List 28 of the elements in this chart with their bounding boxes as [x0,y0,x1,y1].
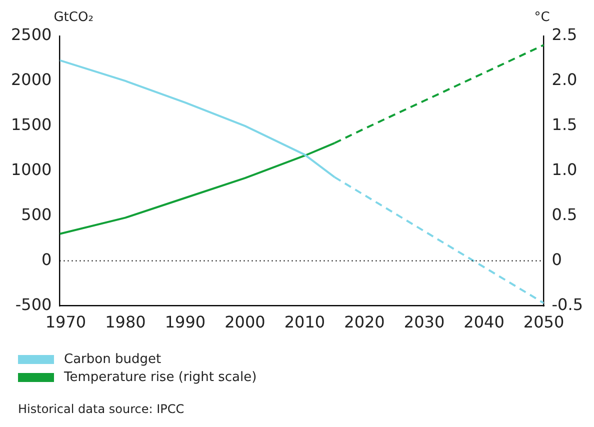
y-tick-label: 2000 [11,70,52,90]
y-tick-label: 1000 [11,160,52,180]
x-tick-label: 2000 [224,312,266,332]
x-tick-label: 2050 [523,312,564,332]
x-tick-label: 2010 [284,312,326,332]
y2-tick-label: 0.5 [552,205,578,224]
y2-tick-label: 2.5 [552,25,578,44]
text: Historical data source: IPCC [18,402,184,416]
y2-axis-title: °C [534,10,550,25]
y-tick-label: 0 [42,250,52,269]
x-tick-label: 2020 [344,312,385,332]
x-tick-label: 2030 [404,312,445,332]
x-tick-label: 1970 [45,312,86,332]
x-tick-label: 1990 [164,312,206,332]
x-tick-label: 1980 [105,312,146,332]
y2-tick-label: -0.5 [552,294,583,314]
y-tick-label: -500 [15,294,52,314]
y-tick-label: 1500 [11,115,52,134]
y2-tick-label: 2.0 [552,70,578,90]
x-tick-label: 2040 [464,312,504,332]
y-tick-label: 500 [21,205,52,224]
y2-tick-label: 1.5 [552,115,578,134]
y2-tick-label: 1.0 [552,160,578,180]
y-tick-label: 2500 [11,25,52,44]
legend-label: Temperature rise (right scale) [64,370,257,384]
y2-tick-label: 0 [552,250,562,269]
y-axis-title: GtCO₂ [54,10,94,25]
legend-label: Carbon budget [64,352,162,366]
